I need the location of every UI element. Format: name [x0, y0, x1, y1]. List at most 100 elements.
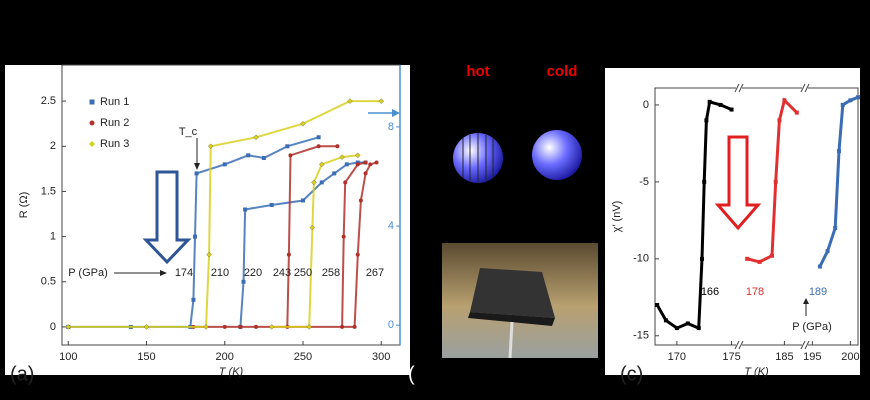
data-point: [363, 171, 368, 176]
panel-label: (c): [620, 363, 643, 385]
annotation: 178: [746, 286, 764, 298]
data-point: [309, 224, 316, 231]
data-point: [355, 152, 361, 159]
data-point: [243, 207, 248, 212]
y2-tick-label: 0: [388, 319, 394, 331]
pressure-pointer-head: [803, 298, 809, 304]
annotation: 258: [322, 267, 340, 279]
axis-break-mark: [734, 340, 740, 350]
x-tick-label: 175: [722, 351, 740, 363]
data-point: [319, 161, 325, 168]
plot-frame: [654, 87, 859, 346]
data-point: [700, 256, 705, 261]
data-point: [352, 324, 357, 329]
data-point: [300, 198, 305, 203]
x-axis-label: T (K): [744, 366, 769, 378]
y2-pointer-head: [392, 109, 400, 117]
data-point: [773, 179, 778, 184]
data-point: [222, 324, 227, 329]
data-point: [757, 259, 762, 264]
legend-marker: [89, 120, 95, 126]
data-point: [143, 324, 150, 330]
data-point: [206, 251, 212, 258]
data-point: [374, 160, 379, 165]
data-point: [246, 153, 251, 158]
y2-tick-label: 8: [388, 121, 394, 133]
annotation: P (GPa): [68, 267, 108, 279]
data-point: [840, 102, 845, 107]
y-tick-label: 0.5: [41, 276, 56, 288]
data-point: [848, 98, 853, 103]
x-tick-label: 195: [803, 351, 821, 363]
data-point: [339, 154, 345, 160]
annotation: P (GPa): [792, 321, 832, 333]
data-point: [718, 102, 723, 107]
data-point: [378, 98, 384, 104]
axis-break-mark: [734, 83, 740, 93]
data-point: [745, 256, 750, 261]
data-point: [254, 324, 259, 329]
y2-tick-label: 4: [388, 220, 394, 232]
pressure-arrow: [714, 135, 762, 231]
pressure-arrow: [142, 170, 192, 265]
data-point: [729, 107, 734, 112]
annotation: 210: [211, 267, 229, 279]
data-point: [340, 324, 345, 329]
y-tick-label: 0: [50, 321, 56, 333]
data-point: [856, 95, 860, 100]
x-tick-label: 250: [294, 351, 312, 363]
y-tick-label: -10: [633, 253, 649, 265]
data-point: [341, 234, 346, 239]
data-point: [685, 321, 690, 326]
axis-break-gap: [736, 342, 742, 348]
photo-wire: [508, 321, 514, 359]
sphere-stripes: [462, 133, 494, 183]
data-point: [347, 98, 353, 104]
legend-marker: [89, 141, 95, 147]
annotation: T_c: [179, 126, 198, 138]
data-point: [191, 297, 196, 302]
data-point: [222, 162, 227, 167]
data-point: [316, 135, 321, 140]
legend-label: Run 3: [100, 138, 129, 150]
data-point: [311, 179, 317, 186]
data-point: [343, 180, 348, 185]
data-point: [288, 153, 293, 158]
y-tick-label: 1: [50, 231, 56, 243]
y-tick-label: -5: [639, 176, 649, 188]
x-tick-label: 185: [775, 351, 793, 363]
data-point: [253, 134, 259, 140]
data-point: [193, 234, 198, 239]
data-point: [300, 120, 306, 127]
x-tick-label: 150: [137, 351, 155, 363]
data-point: [770, 253, 774, 258]
data-point: [65, 324, 71, 330]
data-point: [663, 318, 668, 323]
x-axis-label: T (K): [219, 366, 244, 378]
axis-break-mark: [800, 340, 806, 350]
data-point: [332, 171, 337, 176]
data-point: [655, 302, 660, 307]
data-point: [306, 324, 312, 330]
annotation: 166: [701, 286, 719, 298]
data-point: [203, 324, 209, 330]
data-point: [194, 171, 199, 176]
data-point: [207, 143, 214, 150]
data-point: [285, 144, 290, 149]
annotation: 243: [273, 267, 291, 279]
data-point: [241, 279, 246, 284]
data-point: [833, 226, 838, 231]
axis-break-mark: [804, 83, 810, 93]
data-point: [777, 118, 782, 123]
data-point: [836, 149, 841, 154]
cold-label: cold: [547, 63, 578, 80]
panel-label: (a): [10, 363, 34, 385]
data-point: [316, 144, 321, 149]
legend-label: Run 1: [100, 96, 129, 108]
data-point: [674, 326, 679, 331]
x-tick-label: 170: [668, 351, 686, 363]
annotation: 189: [809, 286, 827, 298]
data-point: [825, 249, 830, 254]
hot-label: hot: [466, 63, 489, 80]
cold-sphere: [532, 130, 582, 180]
